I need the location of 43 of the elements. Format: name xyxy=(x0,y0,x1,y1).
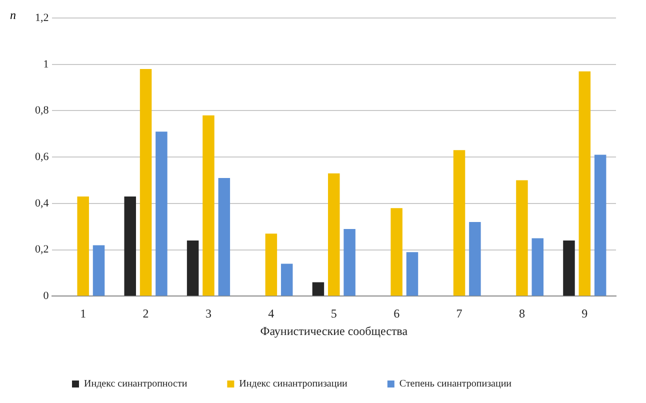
bar xyxy=(156,132,168,296)
bar xyxy=(186,240,199,296)
x-tick-label: 5 xyxy=(330,306,337,321)
y-tick-label: 0 xyxy=(43,290,50,302)
x-tick-label: 2 xyxy=(142,306,149,321)
bar xyxy=(140,69,152,296)
y-tick-label: 0,8 xyxy=(35,104,50,117)
x-axis-title: Фаунистические сообщества xyxy=(260,324,408,338)
bar xyxy=(312,282,324,296)
bar xyxy=(124,196,136,296)
x-tick-label: 7 xyxy=(456,306,462,321)
bar xyxy=(563,240,575,296)
bar xyxy=(532,238,544,296)
bar xyxy=(328,173,340,296)
bar xyxy=(77,196,89,296)
x-tick-label: 3 xyxy=(205,306,212,321)
bar xyxy=(344,228,356,296)
x-tick-label: 8 xyxy=(518,306,525,321)
x-tick-label: 1 xyxy=(80,306,86,321)
y-tick-label: 0,6 xyxy=(35,150,50,163)
bar xyxy=(218,178,230,296)
x-tick-label: 9 xyxy=(582,306,588,321)
y-tick-label: 0,2 xyxy=(35,244,49,256)
bar xyxy=(390,208,402,296)
bar xyxy=(406,252,418,296)
bar xyxy=(202,115,214,296)
x-tick-label: 6 xyxy=(394,306,400,321)
y-tick-label: 0,4 xyxy=(35,197,50,210)
legend-label: Индекс синантропности xyxy=(84,378,188,390)
bar xyxy=(265,234,278,296)
x-tick-label: 4 xyxy=(268,306,274,321)
legend-label: Индекс синантропизации xyxy=(239,378,348,390)
y-tick-label: 1,2 xyxy=(35,12,49,24)
y-tick-label: 1 xyxy=(43,58,49,70)
y-axis-title: n xyxy=(10,8,16,23)
bar xyxy=(516,180,528,296)
bar xyxy=(280,264,293,296)
bar xyxy=(469,222,481,296)
bar xyxy=(453,150,466,296)
bar xyxy=(92,245,105,296)
bar xyxy=(594,154,606,296)
legend-label: Степень синантропизации xyxy=(399,378,512,390)
bar xyxy=(578,71,591,296)
